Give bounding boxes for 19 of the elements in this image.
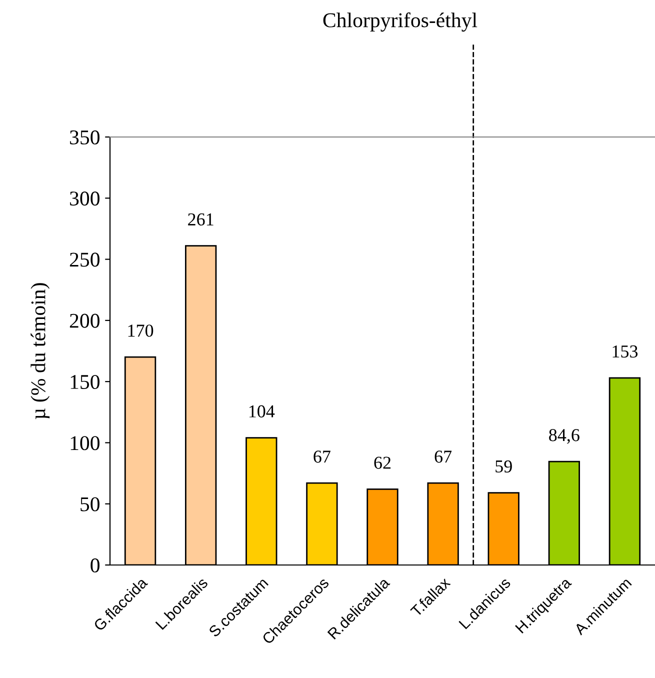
y-tick-label: 100 xyxy=(70,436,100,450)
data-label: 170 xyxy=(128,324,154,337)
data-label: 84,6 xyxy=(549,429,580,444)
y-tick-label: 50 xyxy=(80,497,100,512)
y-tick-label: 250 xyxy=(70,252,100,267)
y-tick-label: 200 xyxy=(70,314,100,328)
data-label: 153 xyxy=(612,345,638,358)
y-tick-label: 300 xyxy=(70,192,100,206)
data-label: 59 xyxy=(496,460,512,473)
data-label: 104 xyxy=(249,405,275,418)
y-tick-label: 0 xyxy=(90,558,100,572)
chart-title: Chlorpyrifos-éthyl xyxy=(323,12,478,32)
data-label: 67 xyxy=(434,450,452,463)
y-tick-label: 150 xyxy=(70,374,100,390)
data-label: 67 xyxy=(314,450,330,463)
y-tick-label: 350 xyxy=(70,130,100,144)
data-label: 62 xyxy=(374,456,391,469)
data-label: 261 xyxy=(188,213,214,226)
y-axis-title: µ (% du témoin) xyxy=(30,283,50,420)
